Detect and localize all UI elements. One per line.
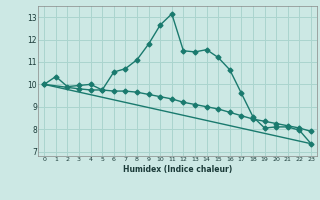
X-axis label: Humidex (Indice chaleur): Humidex (Indice chaleur) [123,165,232,174]
